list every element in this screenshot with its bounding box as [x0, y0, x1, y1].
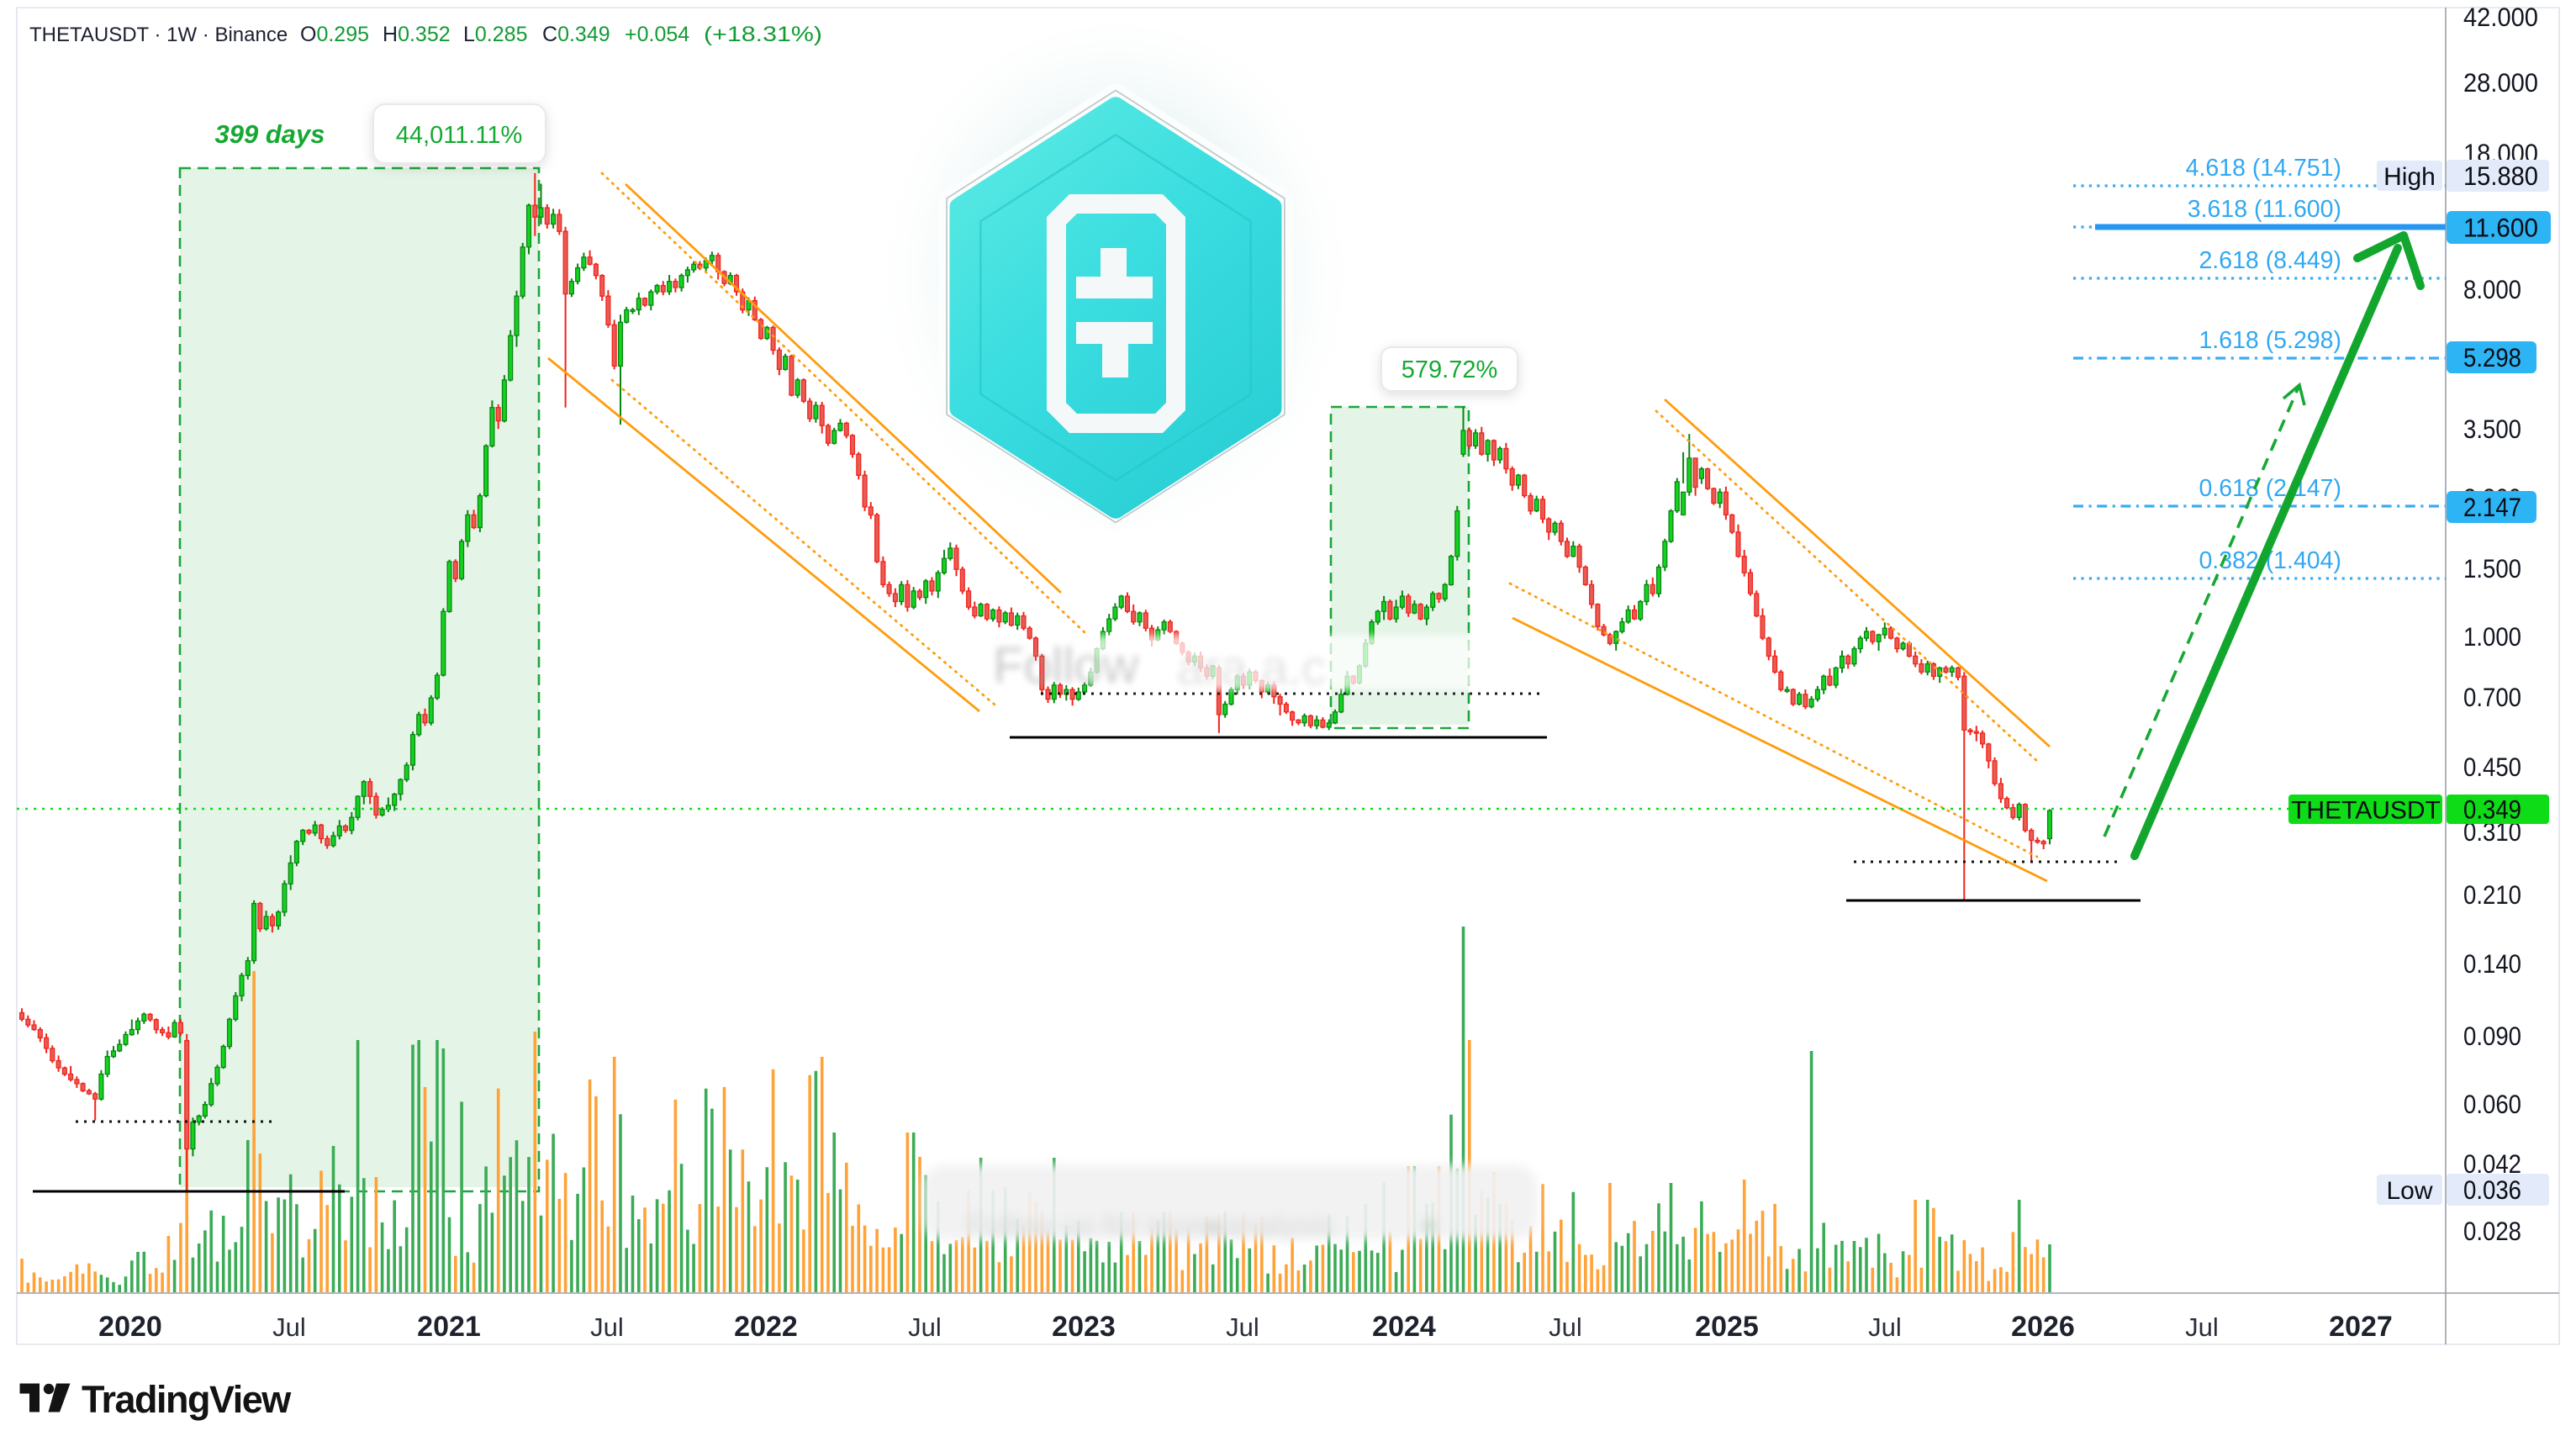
svg-text:Jul: Jul: [1226, 1312, 1259, 1342]
svg-text:O0.295: O0.295: [300, 23, 369, 46]
svg-text:Low: Low: [2386, 1177, 2432, 1205]
svg-text:44,011.11%: 44,011.11%: [396, 122, 523, 149]
svg-text:Follow us for more analysis: Follow us for more analysis: [967, 1208, 1333, 1243]
svg-text:2021: 2021: [417, 1311, 481, 1343]
svg-text:15.880: 15.880: [2463, 161, 2538, 191]
svg-text:0.028: 0.028: [2463, 1216, 2521, 1246]
svg-text:28.000: 28.000: [2463, 67, 2538, 98]
svg-text:High: High: [2383, 163, 2436, 191]
svg-text:4.618 (14.751): 4.618 (14.751): [2186, 155, 2341, 182]
svg-text:C0.349: C0.349: [542, 23, 610, 46]
svg-text:2022: 2022: [734, 1311, 798, 1343]
svg-text:2025: 2025: [1695, 1311, 1759, 1343]
svg-text:2.147: 2.147: [2463, 492, 2521, 522]
svg-text:Follow: Follow: [993, 637, 1139, 694]
svg-text:0.036: 0.036: [2463, 1175, 2521, 1205]
svg-text:2024: 2024: [1372, 1311, 1436, 1343]
svg-text:0.210: 0.210: [2463, 879, 2521, 910]
svg-text:0.140: 0.140: [2463, 948, 2521, 979]
svg-text:Jul: Jul: [1868, 1312, 1902, 1342]
svg-text:Jul: Jul: [272, 1312, 306, 1342]
svg-text:0.700: 0.700: [2463, 682, 2521, 712]
svg-text:Jul: Jul: [908, 1312, 942, 1342]
svg-text:0.349: 0.349: [2463, 795, 2521, 825]
svg-text:ara a.c: ara a.c: [1177, 641, 1326, 695]
svg-text:+0.054: +0.054: [625, 23, 689, 46]
svg-text:2023: 2023: [1052, 1311, 1116, 1343]
svg-text:(+18.31%): (+18.31%): [704, 23, 822, 46]
svg-text:Jul: Jul: [2185, 1312, 2219, 1342]
svg-text:1.500: 1.500: [2463, 553, 2521, 583]
svg-text:11.600: 11.600: [2463, 213, 2538, 243]
svg-text:579.72%: 579.72%: [1401, 356, 1498, 383]
svg-text:3.618 (11.600): 3.618 (11.600): [2188, 196, 2341, 223]
svg-text:0.450: 0.450: [2463, 752, 2521, 782]
svg-text:1.618 (5.298): 1.618 (5.298): [2199, 327, 2341, 354]
svg-text:0.090: 0.090: [2463, 1021, 2521, 1051]
svg-text:42.000: 42.000: [2463, 2, 2538, 32]
svg-text:3.500: 3.500: [2463, 414, 2521, 444]
svg-text:8.000: 8.000: [2463, 274, 2521, 304]
svg-text:2020: 2020: [98, 1311, 162, 1343]
svg-text:399 days: 399 days: [215, 119, 325, 149]
svg-text:THETAUSDT · 1W · Binance: THETAUSDT · 1W · Binance: [29, 24, 288, 46]
svg-text:5.298: 5.298: [2463, 342, 2521, 372]
svg-text:0.618 (2.147): 0.618 (2.147): [2199, 475, 2341, 502]
svg-text:2027: 2027: [2329, 1311, 2393, 1343]
svg-text:2026: 2026: [2011, 1311, 2075, 1343]
svg-text:TradingView: TradingView: [82, 1378, 292, 1421]
svg-text:1.000: 1.000: [2463, 621, 2521, 652]
svg-text:L0.285: L0.285: [463, 23, 527, 46]
svg-text:0.060: 0.060: [2463, 1089, 2521, 1119]
svg-text:Jul: Jul: [590, 1312, 624, 1342]
svg-text:THETAUSDT: THETAUSDT: [2291, 797, 2441, 825]
svg-text:Jul: Jul: [1549, 1312, 1582, 1342]
svg-text:H0.352: H0.352: [383, 23, 451, 46]
svg-text:2.618 (8.449): 2.618 (8.449): [2199, 247, 2341, 274]
